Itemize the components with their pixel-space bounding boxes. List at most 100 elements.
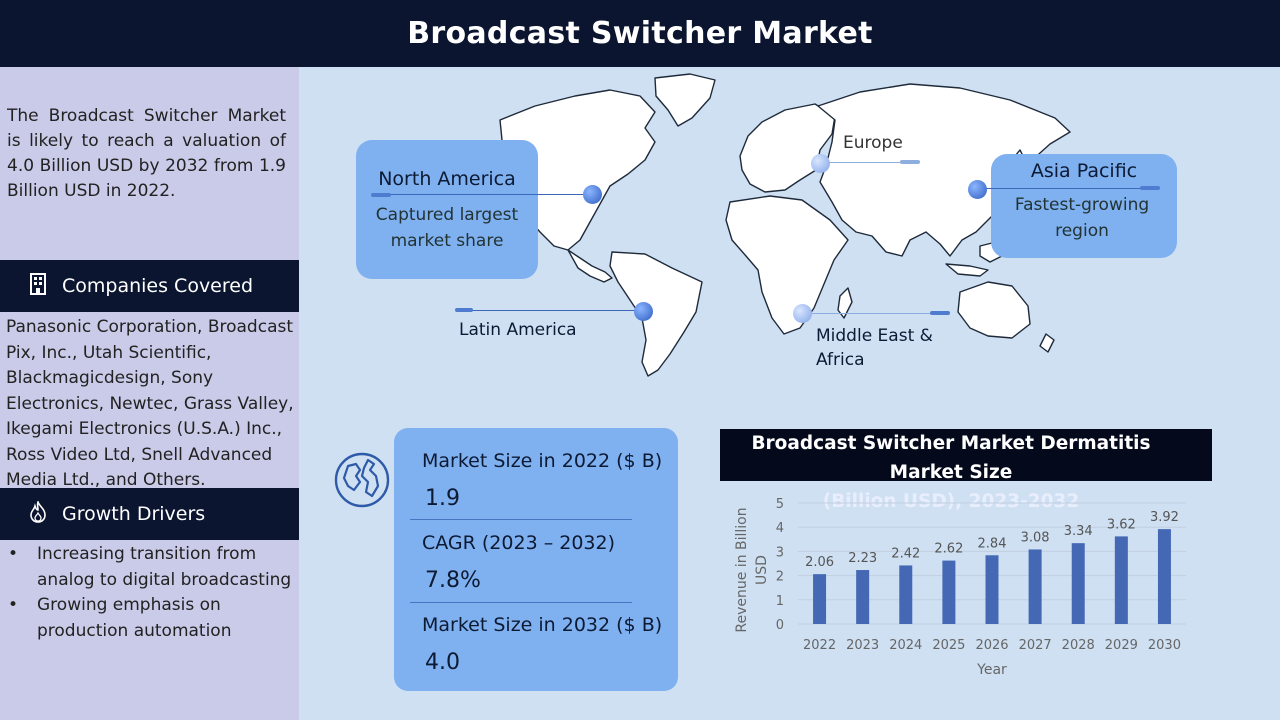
map-asia bbox=[817, 83, 1071, 257]
map-south-america bbox=[609, 251, 703, 377]
flame-icon bbox=[28, 499, 48, 528]
chart-x-tick-label: 2023 bbox=[846, 638, 879, 653]
chart-bar-2026 bbox=[985, 555, 999, 624]
mea-line-end bbox=[930, 311, 950, 315]
chart-x-tick-label: 2030 bbox=[1148, 638, 1181, 653]
map-australia bbox=[957, 281, 1031, 339]
europe-label: Europe bbox=[843, 133, 903, 153]
map-europe bbox=[739, 103, 836, 193]
stat-divider bbox=[410, 602, 632, 603]
chart-bar-2027 bbox=[1028, 549, 1042, 624]
asia-pacific-name: Asia Pacific bbox=[1030, 160, 1138, 182]
chart-value-label: 2.84 bbox=[978, 536, 1007, 551]
chart-bar-2028 bbox=[1071, 543, 1085, 624]
north-america-marker bbox=[583, 185, 602, 204]
latin-america-line bbox=[456, 310, 640, 311]
chart-y-label-line1: Revenue in Billion bbox=[734, 507, 750, 632]
latin-america-marker bbox=[634, 302, 653, 321]
asia-pacific-callout: Asia Pacific Fastest-growing region bbox=[991, 154, 1177, 258]
chart-y-tick-label: 4 bbox=[776, 521, 784, 536]
chart-title: Broadcast Switcher Market Dermatitis Mar… bbox=[720, 429, 1182, 516]
chart-y-tick-label: 1 bbox=[776, 594, 784, 609]
map-africa bbox=[725, 195, 849, 335]
asia-pacific-line-end bbox=[1140, 186, 1160, 190]
chart-x-tick-label: 2027 bbox=[1019, 638, 1052, 653]
chart-value-label: 3.62 bbox=[1107, 517, 1136, 532]
map-central-america bbox=[567, 249, 613, 283]
chart-title-line3: (Billion USD), 2023-2032 bbox=[822, 491, 1080, 512]
asia-pacific-desc: Fastest-growing region bbox=[1014, 195, 1150, 241]
chart-value-label: 3.08 bbox=[1021, 530, 1050, 545]
driver-item: Increasing transition from analog to dig… bbox=[8, 542, 296, 593]
north-america-desc: Captured largest market share bbox=[375, 205, 519, 251]
map-new-zealand bbox=[1039, 333, 1055, 353]
mea-label: Middle East & Africa bbox=[816, 324, 933, 372]
world-map bbox=[499, 73, 1071, 377]
chart-y-tick-label: 5 bbox=[776, 497, 784, 512]
mea-label-line1: Middle East & bbox=[816, 326, 933, 346]
north-america-line-end bbox=[371, 193, 391, 197]
map-madagascar bbox=[837, 287, 853, 319]
north-america-callout: North America Captured largest market sh… bbox=[356, 140, 538, 279]
chart-x-tick-label: 2022 bbox=[803, 638, 836, 653]
chart-value-label: 2.42 bbox=[891, 546, 920, 561]
left-panel: The Broadcast Switcher Market is likely … bbox=[0, 67, 299, 720]
chart-title-line1: Broadcast Switcher Market Dermatitis bbox=[751, 433, 1151, 454]
chart-bar-2022 bbox=[813, 574, 827, 624]
chart-y-tick-label: 0 bbox=[776, 618, 784, 633]
europe-marker bbox=[811, 154, 830, 173]
chart-x-tick-label: 2029 bbox=[1105, 638, 1138, 653]
chart-value-label: 3.92 bbox=[1150, 510, 1179, 525]
chart-x-tick-label: 2026 bbox=[975, 638, 1008, 653]
chart-value-labels: 2.06 2.23 2.42 2.62 2.84 3.08 3.34 3.62 3.92 bbox=[805, 510, 1179, 570]
driver-item: Growing emphasis on production automatio… bbox=[8, 593, 296, 644]
map-greenland bbox=[654, 73, 716, 127]
map-indonesia bbox=[945, 263, 989, 277]
companies-heading-label: Companies Covered bbox=[62, 275, 254, 297]
chart-bars bbox=[813, 529, 1171, 624]
page-title: Broadcast Switcher Market bbox=[0, 0, 1280, 67]
chart-x-label: Year bbox=[976, 662, 1007, 678]
stat-label-cagr: CAGR (2023 – 2032) bbox=[422, 532, 616, 554]
market-size-chart: 2.06 2.23 2.42 2.62 2.84 3.08 3.34 3.62 3.92 0 1 2… bbox=[734, 497, 1186, 678]
intro-text: The Broadcast Switcher Market is likely … bbox=[7, 106, 286, 201]
mea-line bbox=[808, 313, 948, 314]
stat-label-2032: Market Size in 2032 ($ B) bbox=[422, 614, 663, 636]
north-america-line bbox=[372, 194, 590, 195]
market-stats-card: Market Size in 2022 ($ B) 1.9 CAGR (2023… bbox=[394, 428, 678, 691]
companies-heading: Companies Covered bbox=[0, 260, 299, 312]
chart-value-label: 2.23 bbox=[848, 551, 877, 566]
chart-value-label: 2.06 bbox=[805, 555, 834, 570]
chart-y-tick-label: 2 bbox=[776, 570, 784, 585]
drivers-heading-label: Growth Drivers bbox=[62, 503, 206, 525]
asia-pacific-line bbox=[984, 188, 1160, 189]
chart-y-tick-label: 3 bbox=[776, 545, 784, 560]
chart-bar-2024 bbox=[899, 565, 913, 624]
building-icon bbox=[28, 272, 48, 300]
drivers-list: Increasing transition from analog to dig… bbox=[8, 542, 296, 644]
globe-icon bbox=[334, 452, 390, 508]
chart-y-ticks: 0 1 2 3 4 5 bbox=[776, 497, 784, 633]
mea-marker bbox=[793, 304, 812, 323]
chart-bar-2023 bbox=[856, 570, 870, 624]
chart-x-tick-label: 2028 bbox=[1062, 638, 1095, 653]
europe-line-end bbox=[900, 160, 920, 164]
latin-america-line-end bbox=[455, 308, 473, 312]
chart-x-tick-label: 2025 bbox=[932, 638, 965, 653]
mea-label-line2: Africa bbox=[816, 350, 865, 370]
companies-list: Panasonic Corporation, Broadcast Pix, In… bbox=[6, 317, 294, 487]
chart-bar-2030 bbox=[1157, 529, 1171, 624]
stat-label-2022: Market Size in 2022 ($ B) bbox=[422, 450, 663, 472]
chart-x-tick-label: 2024 bbox=[889, 638, 922, 653]
chart-title-bar: Broadcast Switcher Market Dermatitis Mar… bbox=[720, 429, 1212, 512]
stat-value-2032: 4.0 bbox=[425, 650, 460, 675]
stat-value-2022: 1.9 bbox=[425, 486, 460, 511]
asia-pacific-marker bbox=[968, 180, 987, 199]
chart-x-ticks: 2022 2023 2024 2025 2026 2027 2028 2029 2030 bbox=[803, 638, 1181, 653]
stat-divider bbox=[410, 519, 632, 520]
chart-title-line2: Market Size bbox=[889, 462, 1013, 483]
chart-value-label: 2.62 bbox=[934, 542, 963, 557]
latin-america-label: Latin America bbox=[459, 320, 577, 340]
europe-line bbox=[829, 162, 919, 163]
chart-y-label-line2: USD bbox=[754, 555, 770, 585]
